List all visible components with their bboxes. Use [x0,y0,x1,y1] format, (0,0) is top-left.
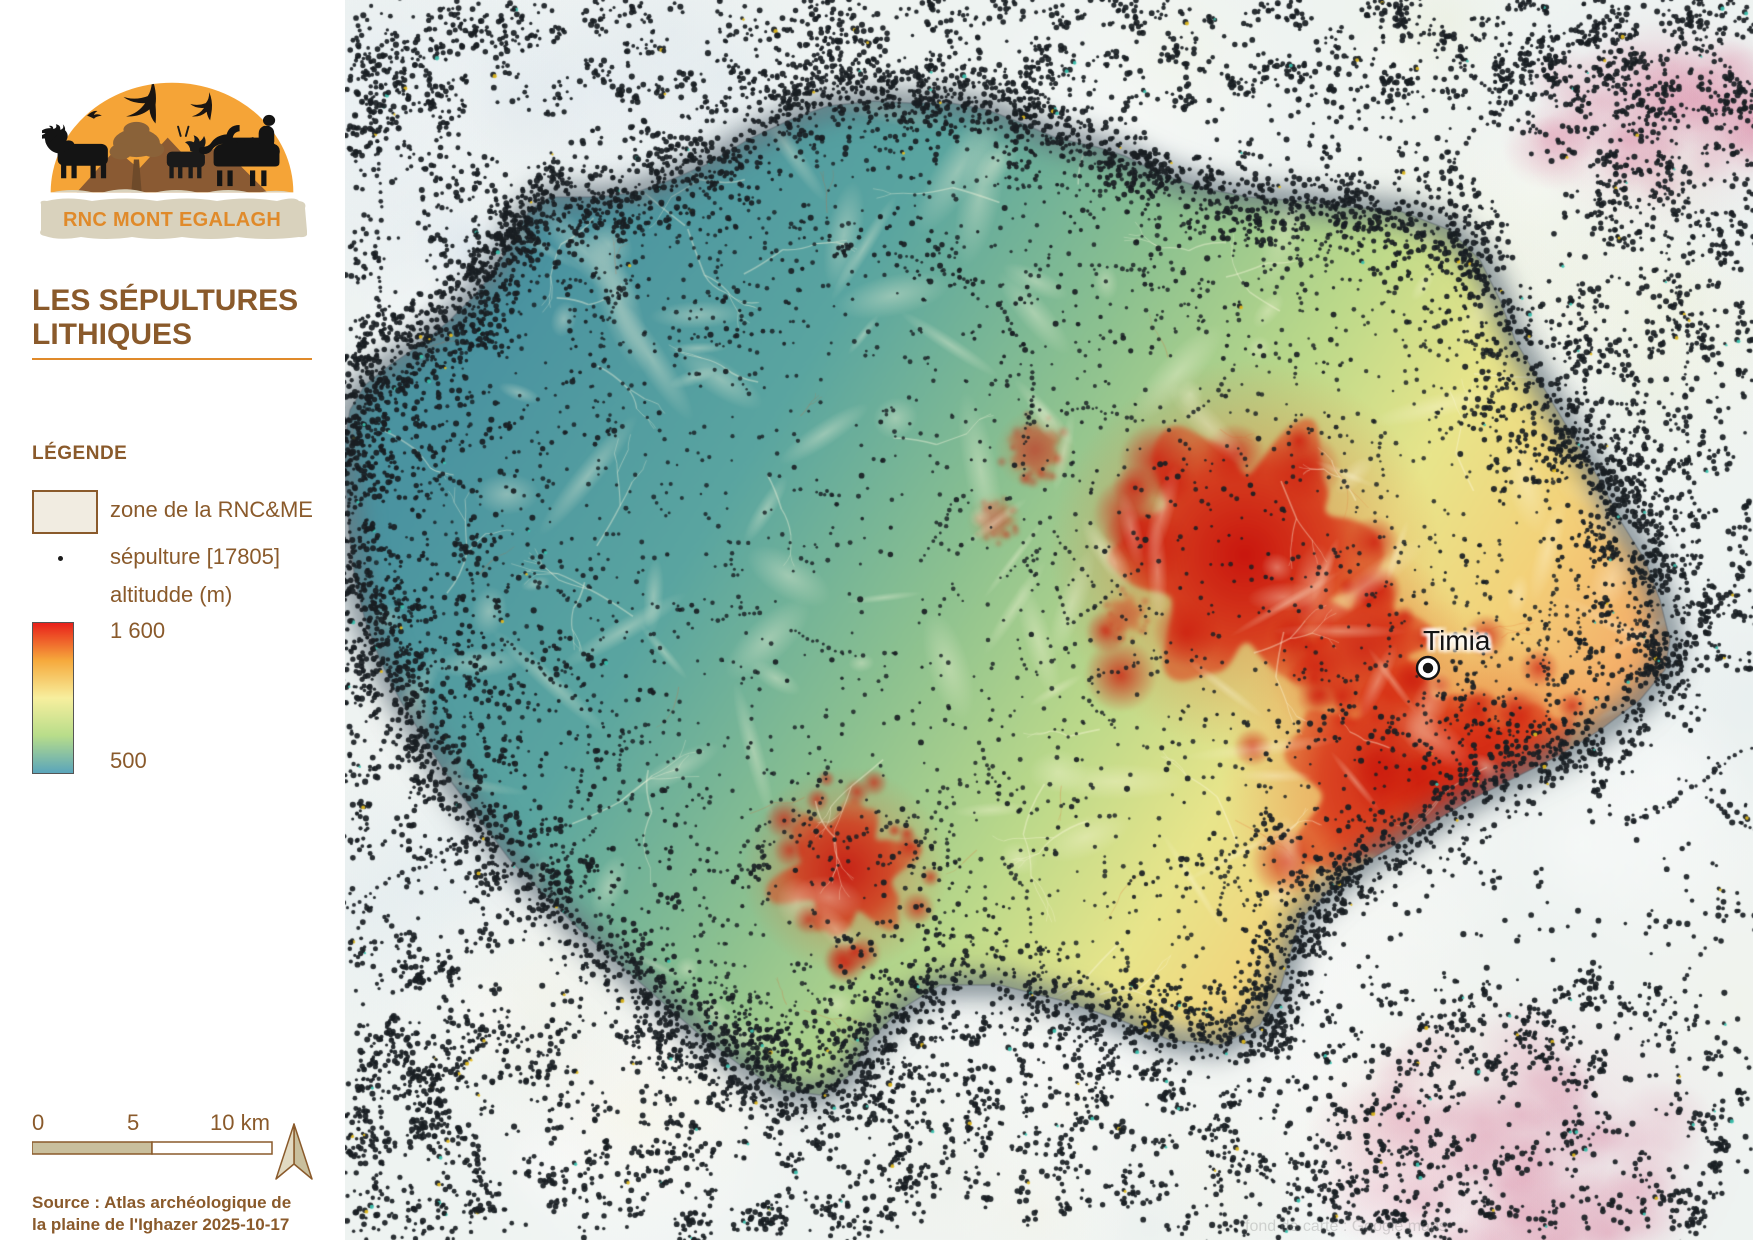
svg-text:RNC MONT EGALAGH: RNC MONT EGALAGH [63,209,281,231]
svg-text:10 km: 10 km [210,1110,270,1135]
svg-text:0: 0 [32,1110,44,1135]
svg-text:5: 5 [127,1110,139,1135]
